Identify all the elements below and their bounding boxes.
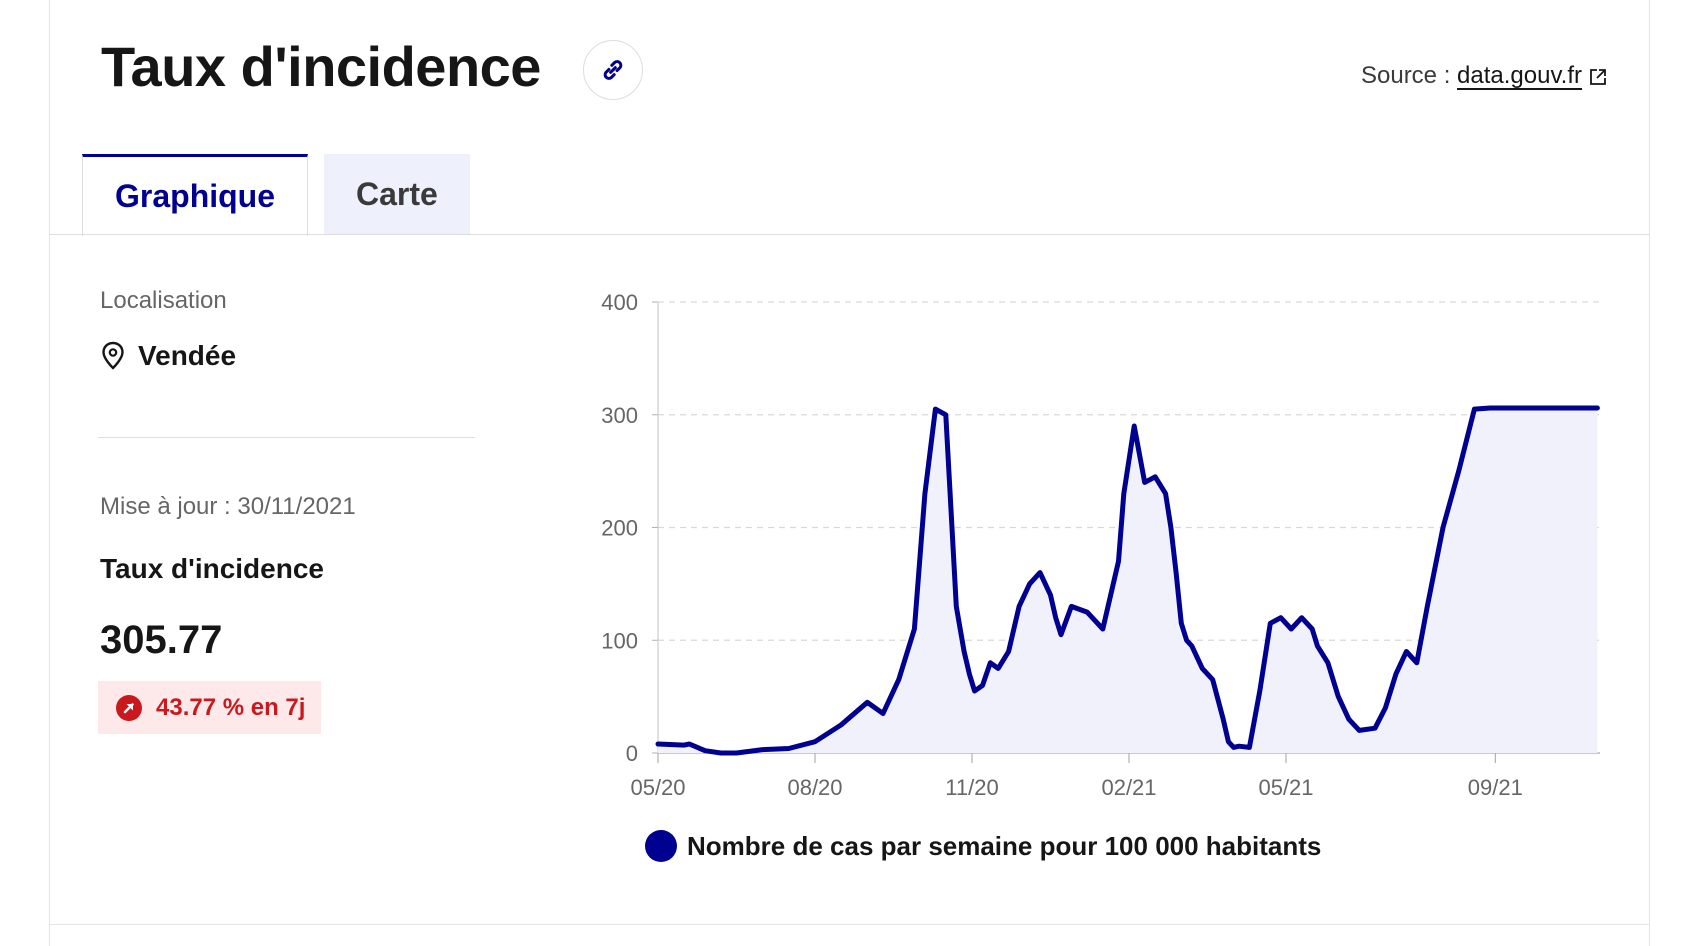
sidebar-divider — [98, 437, 475, 438]
tab-carte[interactable]: Carte — [324, 154, 470, 234]
source-attribution: Source : data.gouv.fr — [1361, 62, 1608, 90]
source-link[interactable]: data.gouv.fr — [1457, 62, 1582, 89]
y-tick-label: 0 — [626, 741, 638, 766]
x-tick-label: 08/20 — [787, 775, 842, 800]
incidence-card — [49, 0, 1650, 946]
location-row: Vendée — [100, 340, 236, 372]
view-tabs: Graphique Carte — [82, 154, 470, 236]
location-label: Localisation — [100, 287, 227, 314]
x-tick-label: 05/20 — [630, 775, 685, 800]
location-name: Vendée — [138, 340, 237, 371]
source-prefix: Source : — [1360, 62, 1458, 89]
y-tick-label: 300 — [601, 403, 638, 428]
link-icon — [603, 60, 623, 80]
x-tick-label: 05/21 — [1258, 775, 1313, 800]
external-link-icon[interactable] — [1588, 67, 1608, 87]
legend-swatch — [645, 830, 677, 862]
map-pin-icon — [102, 341, 124, 370]
card-bottom-divider — [49, 924, 1650, 925]
series-area — [658, 408, 1598, 753]
update-date: Mise à jour : 30/11/2021 — [100, 493, 356, 520]
series-line — [655, 405, 1600, 756]
tab-divider — [49, 234, 1650, 235]
y-tick-label: 400 — [601, 290, 638, 315]
metric-title: Taux d'incidence — [100, 553, 324, 584]
legend-label: Nombre de cas par semaine pour 100 000 h… — [687, 830, 1322, 861]
y-tick-label: 100 — [601, 628, 638, 653]
page-title: Taux d'incidence — [101, 35, 541, 98]
y-tick-label: 200 — [601, 516, 638, 541]
metric-value: 305.77 — [100, 618, 223, 662]
x-tick-label: 11/20 — [945, 775, 998, 800]
x-tick-label: 02/21 — [1101, 775, 1156, 800]
tab-graphique[interactable]: Graphique — [82, 154, 309, 236]
incidence-chart: 0 100 200 300 400 05/20 08/20 11/20 02/21 05/21 09… — [601, 290, 1600, 800]
trend-badge: 43.77 % en 7j — [98, 681, 322, 734]
x-tick-label: 09/21 — [1468, 775, 1523, 800]
trend-text: 43.77 % en 7j — [156, 693, 306, 721]
arrow-up-right-icon — [116, 694, 142, 721]
chart-legend: Nombre de cas par semaine pour 100 000 h… — [645, 830, 1321, 862]
copy-link-button[interactable] — [583, 40, 643, 100]
